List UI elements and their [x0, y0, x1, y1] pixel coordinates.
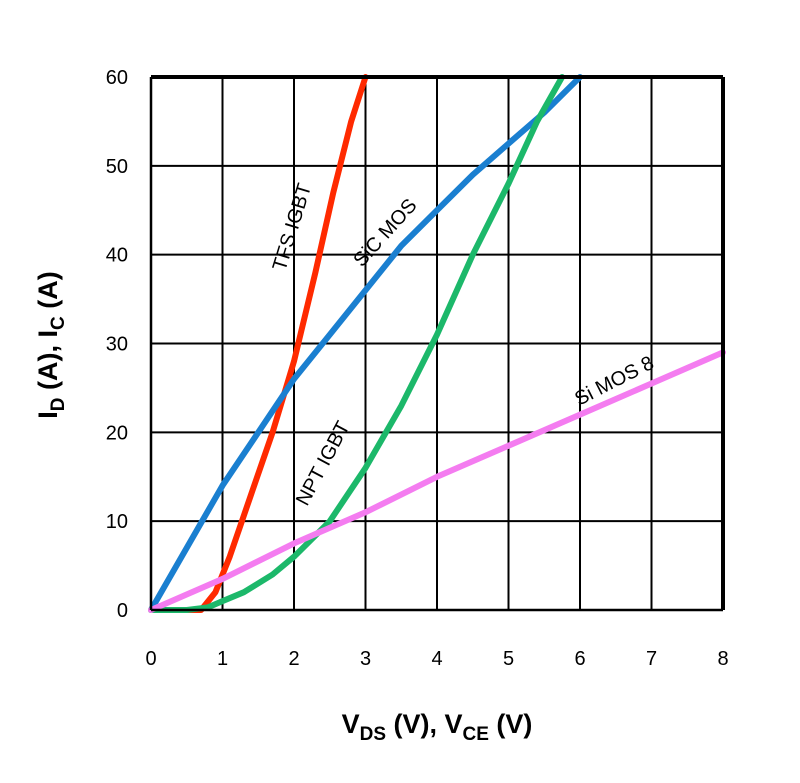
series-line-si-mos-8 [148, 349, 726, 613]
y-tick-label: 10 [106, 511, 128, 533]
x-tick-label: 3 [360, 648, 371, 670]
y-tick-label: 60 [106, 67, 128, 89]
plot-frame [149, 75, 725, 612]
x-tick-label: 7 [646, 648, 657, 670]
series-line-tfs-igbt [148, 74, 369, 613]
x-tick-label: 8 [717, 648, 728, 670]
y-axis-label: ID (A), IC (A) [33, 271, 69, 418]
x-tick-label: 5 [503, 648, 514, 670]
y-tick-label: 30 [106, 334, 128, 356]
curve-label-tfs-igbt: TFS IGBT [269, 181, 316, 273]
x-tick-label: 4 [431, 648, 442, 670]
grid [151, 77, 723, 610]
x-tick-label: 2 [288, 648, 299, 670]
series-line-sic-mos [148, 74, 583, 613]
series-layer [148, 74, 726, 613]
x-axis-label: VDS (V), VCE (V) [342, 709, 533, 745]
series-line-npt-igbt [148, 74, 566, 613]
x-tick-label: 0 [145, 648, 156, 670]
x-tick-label: 1 [217, 648, 228, 670]
y-tick-label: 40 [106, 245, 128, 267]
tick-labels: 0 1 2 3 4 5 6 7 8 0 10 20 30 40 50 60 [106, 67, 729, 670]
x-tick-label: 6 [574, 648, 585, 670]
y-tick-label: 0 [117, 600, 128, 622]
y-tick-label: 50 [106, 156, 128, 178]
y-tick-label: 20 [106, 422, 128, 444]
